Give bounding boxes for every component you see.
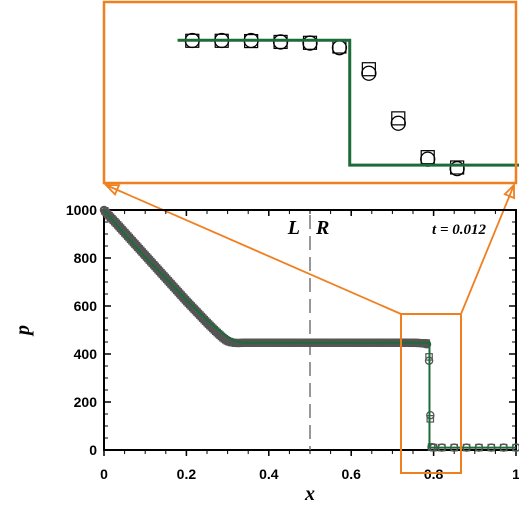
y-tick-label: 0 — [89, 442, 97, 458]
inset-reference-line — [177, 38, 519, 167]
zoom-connector-left — [105, 184, 402, 315]
x-tick-label: 1 — [512, 466, 519, 482]
zoom-inset-frame — [102, 0, 518, 185]
y-tick-label: 600 — [74, 298, 98, 314]
inset-data-point-circle — [272, 34, 289, 50]
y-axis-title: p — [12, 325, 34, 337]
x-tick-label: 0.2 — [177, 466, 197, 482]
right-label: R — [315, 217, 329, 239]
y-tick-label: 800 — [74, 250, 98, 266]
zoom-connectors — [103, 182, 515, 315]
x-tick-label: 0.4 — [259, 466, 279, 482]
inset-data-point-circle — [302, 35, 318, 51]
x-tick-label: 0.6 — [341, 466, 361, 482]
x-axis-title: x — [304, 483, 315, 505]
zoom-connector-left-arrowhead — [103, 184, 121, 196]
inset-data-point-square — [273, 34, 288, 50]
zoom-connector-right — [460, 184, 515, 315]
left-label: L — [287, 217, 300, 239]
inset-data-point-square — [302, 35, 318, 50]
x-tick-label: 0 — [100, 466, 108, 482]
inset-data-point-square — [391, 111, 406, 126]
time-label: t = 0.012 — [432, 222, 486, 238]
zoom-highlight-box — [400, 313, 462, 474]
inset-data-point-square — [361, 62, 376, 77]
inset-data-point-square — [420, 150, 435, 165]
inset-data-point-square — [450, 160, 465, 175]
reference-line — [103, 209, 516, 449]
y-tick-label: 1000 — [66, 202, 97, 218]
inset-data-point-circle — [361, 65, 377, 81]
zoom-inset — [102, 0, 519, 185]
zoom-connector-right-arrowhead — [503, 182, 515, 200]
inset-data-point-circle — [390, 115, 406, 131]
y-tick-label: 400 — [74, 346, 98, 362]
y-tick-label: 200 — [74, 394, 98, 410]
